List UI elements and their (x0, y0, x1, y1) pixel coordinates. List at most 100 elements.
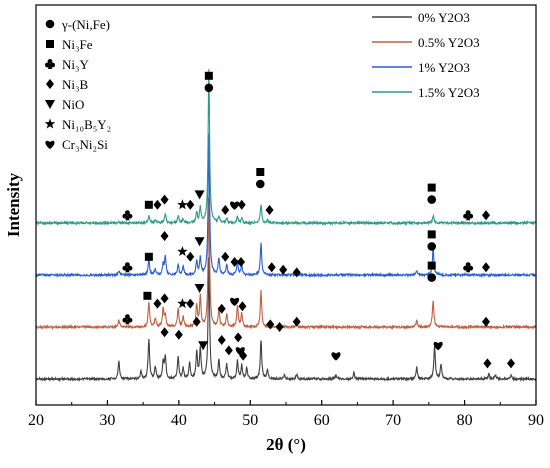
diamond-marker (279, 264, 288, 275)
phase-legend-label: Ni₃Fe (62, 37, 93, 52)
phase-legend-label: Ni₃Y (62, 57, 90, 72)
triangle-down-marker (194, 284, 205, 293)
diamond-marker (237, 257, 245, 267)
diamond-marker (186, 298, 195, 309)
heart-marker (433, 341, 443, 351)
diamond-marker (160, 327, 169, 338)
phase-legend: γ-(Ni,Fe) Ni₃Fe Ni₃Y Ni₃B NiO Ni₁₀B₅Y₂ Cr₃Ni₂S… (44, 17, 111, 152)
square-marker (427, 230, 436, 239)
annotation-layer (122, 71, 515, 369)
diamond-legend-icon (46, 79, 54, 89)
x-tick-label: 90 (528, 412, 544, 429)
triangle-down-marker (194, 237, 205, 247)
square-marker (256, 168, 265, 176)
star-marker (177, 199, 188, 210)
x-tick-label: 30 (99, 412, 115, 429)
x-tick-label: 60 (314, 412, 330, 429)
diamond-marker (186, 251, 195, 262)
diamond-marker (237, 199, 246, 210)
x-tick-label: 40 (171, 412, 187, 429)
x-axis-title: 2θ (°) (266, 435, 306, 454)
diamond-marker (160, 194, 169, 205)
diamond-marker (153, 298, 162, 309)
club-marker (122, 314, 133, 325)
club-marker (122, 262, 133, 273)
star-marker (177, 298, 188, 309)
square-marker (143, 291, 152, 300)
diamond-marker (217, 303, 226, 314)
heart-marker (230, 201, 240, 210)
diamond-marker (221, 205, 230, 215)
triangle-down-marker (194, 190, 205, 200)
tick-layer: 20 30 40 50 60 70 80 90 (28, 400, 544, 429)
circle-marker (427, 242, 437, 251)
diamond-marker (507, 358, 515, 369)
legend-label-1: 0% Y2O3 (418, 10, 470, 25)
series-line-3 (35, 133, 537, 279)
square-marker (144, 252, 153, 261)
club-legend-icon (45, 59, 55, 69)
y-axis-title: Intensity (4, 172, 23, 237)
diamond-marker (234, 332, 243, 343)
diamond-marker (217, 335, 226, 345)
circle-marker (204, 83, 214, 93)
diamond-marker (292, 267, 301, 278)
x-tick-label: 80 (457, 412, 473, 429)
diamond-marker (153, 199, 162, 210)
circle-marker (427, 195, 437, 204)
x-tick-label: 20 (28, 412, 44, 429)
square-marker (144, 200, 153, 209)
club-marker (463, 262, 474, 273)
series-line-2 (35, 197, 537, 331)
diamond-marker (186, 199, 195, 210)
series-legend: 0% Y2O3 0.5% Y2O3 1% Y2O3 1.5% Y2O3 (372, 10, 480, 100)
triangle-down-marker (198, 341, 209, 351)
diamond-marker (482, 316, 490, 327)
diamond-marker (482, 210, 490, 221)
square-marker (204, 71, 213, 80)
square-marker (427, 261, 436, 270)
club-marker (122, 210, 133, 221)
phase-legend-label: Cr₃Ni₂Si (62, 137, 108, 152)
circle-marker (427, 273, 437, 282)
heart-legend-icon (45, 140, 55, 149)
diamond-marker (483, 358, 492, 369)
diamond-marker (275, 322, 284, 332)
diamond-marker (160, 231, 169, 241)
series-layer (35, 68, 537, 383)
legend-label-3: 1% Y2O3 (418, 60, 470, 75)
square-marker (427, 183, 436, 192)
star-legend-icon (44, 118, 56, 129)
legend-label-2: 0.5% Y2O3 (418, 35, 480, 50)
diamond-marker (230, 257, 239, 267)
phase-legend-label: Ni₃B (62, 77, 89, 92)
square-legend-icon (46, 40, 54, 48)
star-marker (177, 246, 188, 257)
phase-legend-label: γ-(Ni,Fe) (61, 17, 110, 32)
club-marker (463, 210, 474, 221)
circle-legend-icon (45, 19, 55, 29)
diamond-marker (482, 262, 490, 273)
phase-legend-label: Ni₁₀B₅Y₂ (62, 117, 111, 132)
diamond-marker (265, 205, 274, 215)
diamond-marker (239, 350, 248, 361)
diamond-marker (160, 293, 169, 304)
diamond-marker (266, 319, 275, 330)
diamond-marker (238, 301, 247, 312)
x-tick-label: 70 (385, 412, 401, 429)
diamond-marker (292, 316, 301, 327)
x-tick-label: 50 (242, 412, 258, 429)
legend-label-4: 1.5% Y2O3 (418, 85, 480, 100)
diamond-marker (221, 251, 230, 262)
diamond-marker (192, 316, 201, 327)
diamond-marker (174, 329, 183, 340)
series-line-4 (35, 68, 537, 227)
circle-marker (255, 179, 265, 189)
diamond-marker (224, 345, 233, 356)
series-line-1 (35, 257, 537, 383)
triangle-down-legend-icon (45, 100, 55, 109)
phase-legend-label: NiO (62, 97, 84, 112)
diamond-marker (267, 262, 276, 273)
heart-marker (331, 352, 341, 361)
